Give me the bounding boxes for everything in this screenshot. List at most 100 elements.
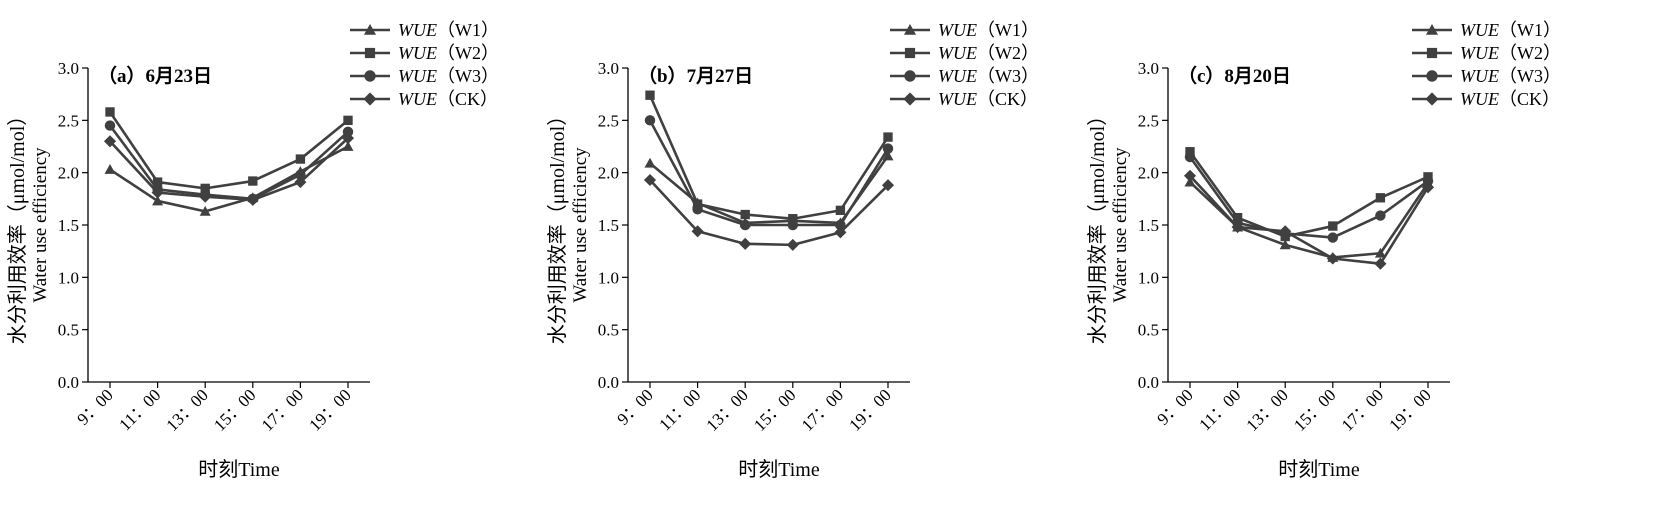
- data-point-s3-1: [644, 115, 656, 126]
- legend-marker: [364, 24, 376, 35]
- legend-label: WUE（W2）: [938, 43, 1039, 63]
- legend-marker: [363, 92, 377, 106]
- x-axis-label: 时刻Time: [1278, 458, 1360, 481]
- legend-marker: [1426, 47, 1438, 59]
- legend-marker: [364, 70, 376, 82]
- data-point-s1-3: [199, 205, 211, 216]
- legend-label: WUE（W3）: [398, 66, 499, 86]
- x-tick-label: 9：00: [1153, 385, 1196, 428]
- y-tick-label: 1.5: [598, 216, 619, 235]
- data-point-s4-6: [1421, 181, 1435, 194]
- data-point-s4-2: [1231, 221, 1244, 234]
- data-point-s4-6: [341, 132, 355, 145]
- data-point-s3-6: [1422, 175, 1434, 187]
- series-line-4: [109, 137, 349, 202]
- data-point-s1-1: [644, 157, 656, 168]
- data-point-s2-2: [692, 199, 703, 209]
- y-axis-label-en: Water use efficiency: [570, 147, 591, 303]
- data-point-s4-3: [1279, 225, 1292, 238]
- legend-marker: [904, 47, 916, 59]
- data-point-s2-3: [740, 209, 750, 220]
- data-point-s2-5: [835, 205, 846, 216]
- legend-label: WUE（CK）: [398, 89, 498, 109]
- x-tick-label: 17：00: [798, 385, 847, 434]
- y-axis-label-zh: 水分利用效率（μmol/mol）: [546, 106, 569, 345]
- y-tick-label: 2.0: [58, 164, 79, 183]
- y-tick-label: 0.5: [1138, 321, 1159, 340]
- x-axis-label: 时刻Time: [738, 458, 820, 481]
- y-tick-label: 2.5: [58, 111, 79, 130]
- x-tick-label: 15：00: [750, 385, 799, 434]
- y-tick-label: 1.5: [58, 216, 79, 235]
- data-point-s2-3: [200, 183, 210, 194]
- legend-marker: [1426, 70, 1438, 82]
- data-point-s2-5: [295, 154, 306, 164]
- x-tick-label: 11：00: [115, 385, 164, 434]
- chart-panel-2: 0.0 0.5 1.0 1.5 2.0 2.5 3.0 9：0011：0013：0015：00…: [546, 20, 1039, 481]
- y-axis-label-en: Water use efficiency: [1110, 147, 1131, 303]
- x-tick-label: 17：00: [1338, 385, 1387, 434]
- y-tick-label: 2.0: [598, 164, 619, 183]
- data-point-s3-3: [739, 219, 751, 231]
- data-point-s4-5: [294, 176, 307, 189]
- chart-panel-3: 0.0 0.5 1.0 1.5 2.0 2.5 3.0 9：0011：0013：0015：00…: [1086, 20, 1561, 481]
- data-point-s3-5: [295, 169, 306, 180]
- legend-label: WUE（W3）: [938, 66, 1039, 86]
- y-axis-label-en: Water use efficiency: [30, 147, 51, 303]
- series-line-3: [648, 119, 890, 227]
- data-point-s2-1: [105, 107, 115, 117]
- legend-marker: [904, 70, 916, 82]
- x-tick-label: 11：00: [1195, 385, 1244, 434]
- data-point-s2-5: [1375, 193, 1386, 203]
- legend-marker: [903, 92, 917, 106]
- data-point-s1-3: [1279, 239, 1291, 250]
- data-point-s1-1: [104, 164, 116, 174]
- panel-title: （a）6月23日: [98, 64, 212, 87]
- legend-marker: [1426, 24, 1438, 35]
- data-point-s1-2: [152, 195, 164, 206]
- data-point-s4-1: [103, 135, 117, 148]
- data-point-s4-1: [643, 173, 657, 187]
- y-tick-label: 3.0: [58, 59, 79, 78]
- series-line-2: [108, 111, 349, 190]
- data-point-s4-6: [881, 179, 895, 192]
- data-point-s2-1: [645, 90, 655, 100]
- data-point-s4-3: [739, 237, 752, 250]
- y-tick-label: 3.0: [1138, 59, 1159, 78]
- data-point-s3-1: [1184, 151, 1196, 163]
- data-point-s4-2: [691, 225, 704, 238]
- data-point-s4-4: [786, 238, 799, 251]
- data-point-s4-5: [1374, 257, 1387, 270]
- x-tick-label: 13：00: [1243, 385, 1292, 434]
- chart-panel-1: 0.0 0.5 1.0 1.5 2.0 2.5 3.0 9：0011：0013：0015：00…: [6, 20, 499, 481]
- series-line-3: [108, 124, 349, 201]
- y-tick-label: 1.5: [1138, 216, 1159, 235]
- y-axis-label-zh: 水分利用效率（μmol/mol）: [1086, 106, 1109, 345]
- data-point-s4-5: [834, 226, 847, 239]
- data-point-s4-4: [1326, 252, 1339, 265]
- x-tick-label: 9：00: [73, 385, 116, 428]
- legend-label: WUE（CK）: [1460, 89, 1560, 109]
- series-line-4: [1189, 174, 1430, 266]
- y-tick-label: 1.0: [1138, 268, 1159, 287]
- y-tick-label: 2.5: [598, 111, 619, 130]
- series-line-4: [649, 179, 889, 247]
- y-tick-label: 0.0: [598, 373, 619, 392]
- x-tick-label: 19：00: [1385, 385, 1434, 434]
- data-point-s2-4: [788, 214, 798, 224]
- y-tick-label: 0.5: [58, 321, 79, 340]
- data-point-s2-2: [1232, 212, 1243, 223]
- x-tick-label: 13：00: [163, 385, 212, 434]
- data-point-s2-1: [1185, 147, 1195, 157]
- data-point-s3-1: [104, 120, 116, 131]
- legend-marker: [364, 47, 376, 59]
- data-point-s2-2: [152, 177, 163, 187]
- legend-label: WUE（W2）: [398, 43, 499, 63]
- x-tick-label: 15：00: [210, 385, 259, 434]
- x-tick-label: 9：00: [613, 385, 656, 428]
- series-line-3: [1188, 156, 1429, 239]
- data-point-s3-6: [342, 126, 354, 138]
- y-tick-label: 0.5: [598, 321, 619, 340]
- x-tick-label: 15：00: [1290, 385, 1339, 434]
- legend-marker: [1425, 92, 1439, 106]
